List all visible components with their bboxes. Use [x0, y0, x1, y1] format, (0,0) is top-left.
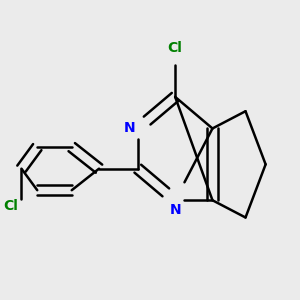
Text: Cl: Cl — [168, 41, 183, 55]
Text: N: N — [169, 203, 181, 217]
Text: Cl: Cl — [4, 199, 19, 213]
Text: N: N — [123, 122, 135, 136]
